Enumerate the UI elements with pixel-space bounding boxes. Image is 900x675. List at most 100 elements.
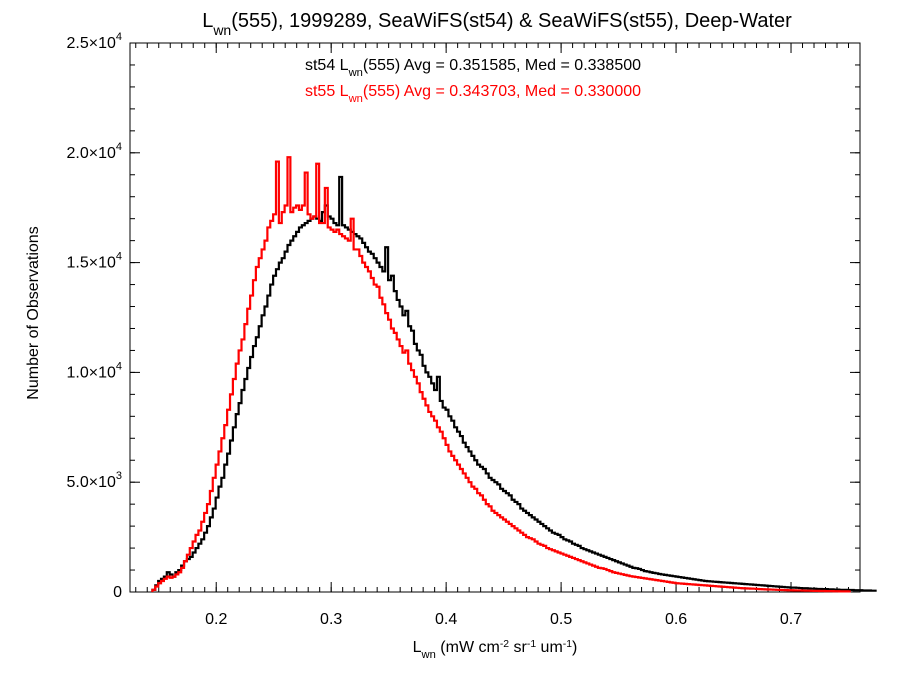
- superscript-text: -2: [500, 639, 509, 650]
- histogram-bin: [532, 539, 535, 592]
- histogram-bin: [538, 544, 541, 592]
- histogram-bin: [739, 588, 742, 592]
- histogram-bin: [308, 214, 311, 592]
- histogram-bin: [486, 504, 489, 592]
- histogram-bin: [503, 520, 506, 592]
- histogram-bin: [469, 482, 472, 592]
- histogram-bin: [834, 591, 837, 592]
- y-tick-mantissa: 2.0×10: [66, 145, 115, 162]
- histogram-bin: [742, 588, 745, 592]
- histogram-bin: [566, 556, 569, 592]
- histogram-bin: [595, 567, 598, 592]
- histogram-bin: [187, 555, 190, 592]
- histogram-bin: [492, 511, 495, 592]
- histogram-bin: [871, 591, 874, 592]
- histogram-bin: [644, 578, 647, 592]
- y-tick-mantissa: 2.5×10: [66, 35, 115, 52]
- histogram-bin: [497, 515, 500, 592]
- x-tick-label: 0.6: [665, 611, 687, 628]
- histogram-bin: [440, 432, 443, 592]
- histogram-bin: [368, 271, 371, 592]
- histogram-bin: [374, 285, 377, 592]
- histogram-bin: [845, 591, 848, 592]
- histogram-bin: [204, 513, 207, 592]
- histogram-bin: [520, 533, 523, 592]
- histogram-bin: [408, 364, 411, 592]
- histogram-bin: [765, 589, 768, 592]
- histogram-bin: [463, 473, 466, 592]
- y-tick-label: 2.0×104: [66, 141, 122, 162]
- y-tick-exponent: 4: [116, 31, 122, 43]
- x-tick-label: 0.3: [320, 611, 342, 628]
- histogram-bin: [865, 590, 868, 592]
- histogram-bin: [687, 584, 690, 592]
- histogram-bin: [305, 173, 308, 592]
- stats-annotation-st54: st54 Lwn(555) Avg = 0.351585, Med = 0.33…: [305, 57, 641, 79]
- histogram-bin: [420, 392, 423, 592]
- histogram-bin: [290, 212, 293, 592]
- histogram-bin: [385, 313, 388, 592]
- histogram-bin: [733, 588, 736, 592]
- x-tick-label: 0.7: [780, 611, 802, 628]
- histogram-bin: [437, 427, 440, 592]
- histogram-bin: [483, 500, 486, 592]
- text-segment: (555), 1999289, SeaWiFS(st54) & SeaWiFS(…: [231, 10, 792, 32]
- histogram-bin: [543, 546, 546, 592]
- histogram-bin: [638, 578, 641, 592]
- histogram-bin: [653, 580, 656, 592]
- histogram-bin: [256, 267, 259, 592]
- series-group: [151, 156, 877, 593]
- histogram-bin: [265, 241, 268, 592]
- histogram-bin: [201, 522, 204, 592]
- histogram-bin: [647, 579, 650, 592]
- histogram-bin: [509, 524, 512, 592]
- histogram-bin: [158, 583, 161, 592]
- histogram-bin: [446, 445, 449, 592]
- histogram-bin: [808, 591, 811, 592]
- histogram-bin: [635, 577, 638, 592]
- histogram-bin: [874, 591, 877, 592]
- histogram-bin: [331, 230, 334, 592]
- histogram-bin: [480, 495, 483, 592]
- histogram-bin: [460, 469, 463, 592]
- series-st55: [151, 156, 851, 593]
- histogram-bin: [693, 585, 696, 592]
- histogram-bin: [359, 256, 362, 592]
- histogram-bin: [851, 590, 854, 592]
- histogram-bin: [242, 339, 245, 592]
- histogram-bin: [178, 572, 181, 592]
- histogram-bin: [782, 590, 785, 592]
- histogram-bin: [365, 267, 368, 592]
- histogram-bin: [857, 590, 860, 592]
- histogram-line-st54: [151, 175, 877, 592]
- histogram-bin: [276, 162, 279, 592]
- histogram-bin: [681, 584, 684, 592]
- histogram-bin: [776, 590, 779, 592]
- text-segment: st54 L: [305, 57, 349, 74]
- y-tick-label: 1.5×104: [66, 251, 122, 272]
- histogram-bin: [609, 571, 612, 592]
- histogram-bin: [474, 489, 477, 592]
- histogram-bin: [618, 574, 621, 592]
- y-tick-mantissa: 1.0×10: [66, 364, 115, 381]
- histogram-bin: [632, 577, 635, 592]
- histogram-bin: [288, 157, 291, 592]
- y-tick-mantissa: 1.5×10: [66, 255, 115, 272]
- text-segment: (555) Avg = 0.351585, Med = 0.338500: [363, 57, 641, 74]
- histogram-bin: [788, 590, 791, 592]
- histogram-bin: [744, 588, 747, 592]
- histogram-bin: [328, 227, 331, 592]
- histogram-bin: [819, 591, 822, 592]
- histogram-bin: [273, 214, 276, 592]
- histogram-bin: [825, 591, 828, 592]
- histogram-bin: [589, 565, 592, 592]
- histogram-bin: [400, 346, 403, 592]
- histogram-bin: [414, 377, 417, 592]
- histogram-bin: [569, 557, 572, 592]
- histogram-bin: [859, 590, 862, 592]
- y-tick-exponent: 4: [116, 251, 122, 263]
- histogram-bin: [586, 563, 589, 592]
- histogram-bin: [704, 585, 707, 592]
